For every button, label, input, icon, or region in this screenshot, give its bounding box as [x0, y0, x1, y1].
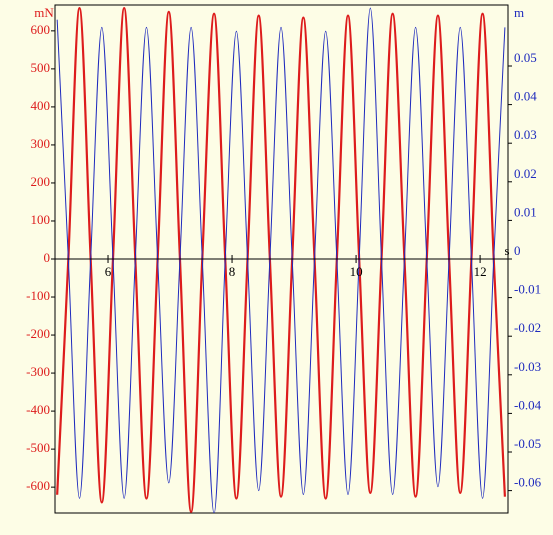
y-tick-label: 500: [31, 60, 51, 75]
y-tick-label: -100: [26, 288, 50, 303]
y2-tick-label: -0.06: [514, 475, 542, 490]
y-tick-label: 0: [44, 250, 51, 265]
y-tick-label: -600: [26, 478, 50, 493]
x-tick-label: 8: [229, 264, 236, 279]
y2-tick-label: -0.01: [514, 282, 541, 297]
y-tick-label: -300: [26, 364, 50, 379]
y-tick-label: -200: [26, 326, 50, 341]
y2-tick-label: 0.01: [514, 204, 537, 219]
y2-tick-label: 0.03: [514, 127, 537, 142]
y2-tick-label: -0.05: [514, 436, 541, 451]
series-line: [56, 7, 506, 513]
y-tick-label: 200: [31, 174, 51, 189]
y2-tick-label: 0.04: [514, 89, 537, 104]
y-tick-label: 100: [31, 212, 51, 227]
x-tick-label: 6: [105, 264, 112, 279]
y-tick-label: -500: [26, 440, 50, 455]
y-tick-label: 400: [31, 98, 51, 113]
plot-area: [56, 6, 506, 513]
y2-tick-label: -0.04: [514, 397, 542, 412]
y2-tick-label: -0.02: [514, 320, 541, 335]
y2-tick-label: 0.05: [514, 50, 537, 65]
y-unit: mN: [34, 5, 54, 20]
series-line: [56, 6, 506, 513]
y2-tick-label: 0.02: [514, 166, 537, 181]
x-tick-label: 10: [350, 264, 363, 279]
x-tick-label: 12: [474, 264, 487, 279]
y-tick-label: 600: [31, 22, 51, 37]
y2-unit: m: [514, 5, 524, 20]
y-tick-label: -400: [26, 402, 50, 417]
y2-tick-label: 0: [514, 243, 521, 258]
x-unit: s: [504, 243, 509, 258]
y2-tick-label: -0.03: [514, 359, 541, 374]
y-tick-label: 300: [31, 136, 51, 151]
